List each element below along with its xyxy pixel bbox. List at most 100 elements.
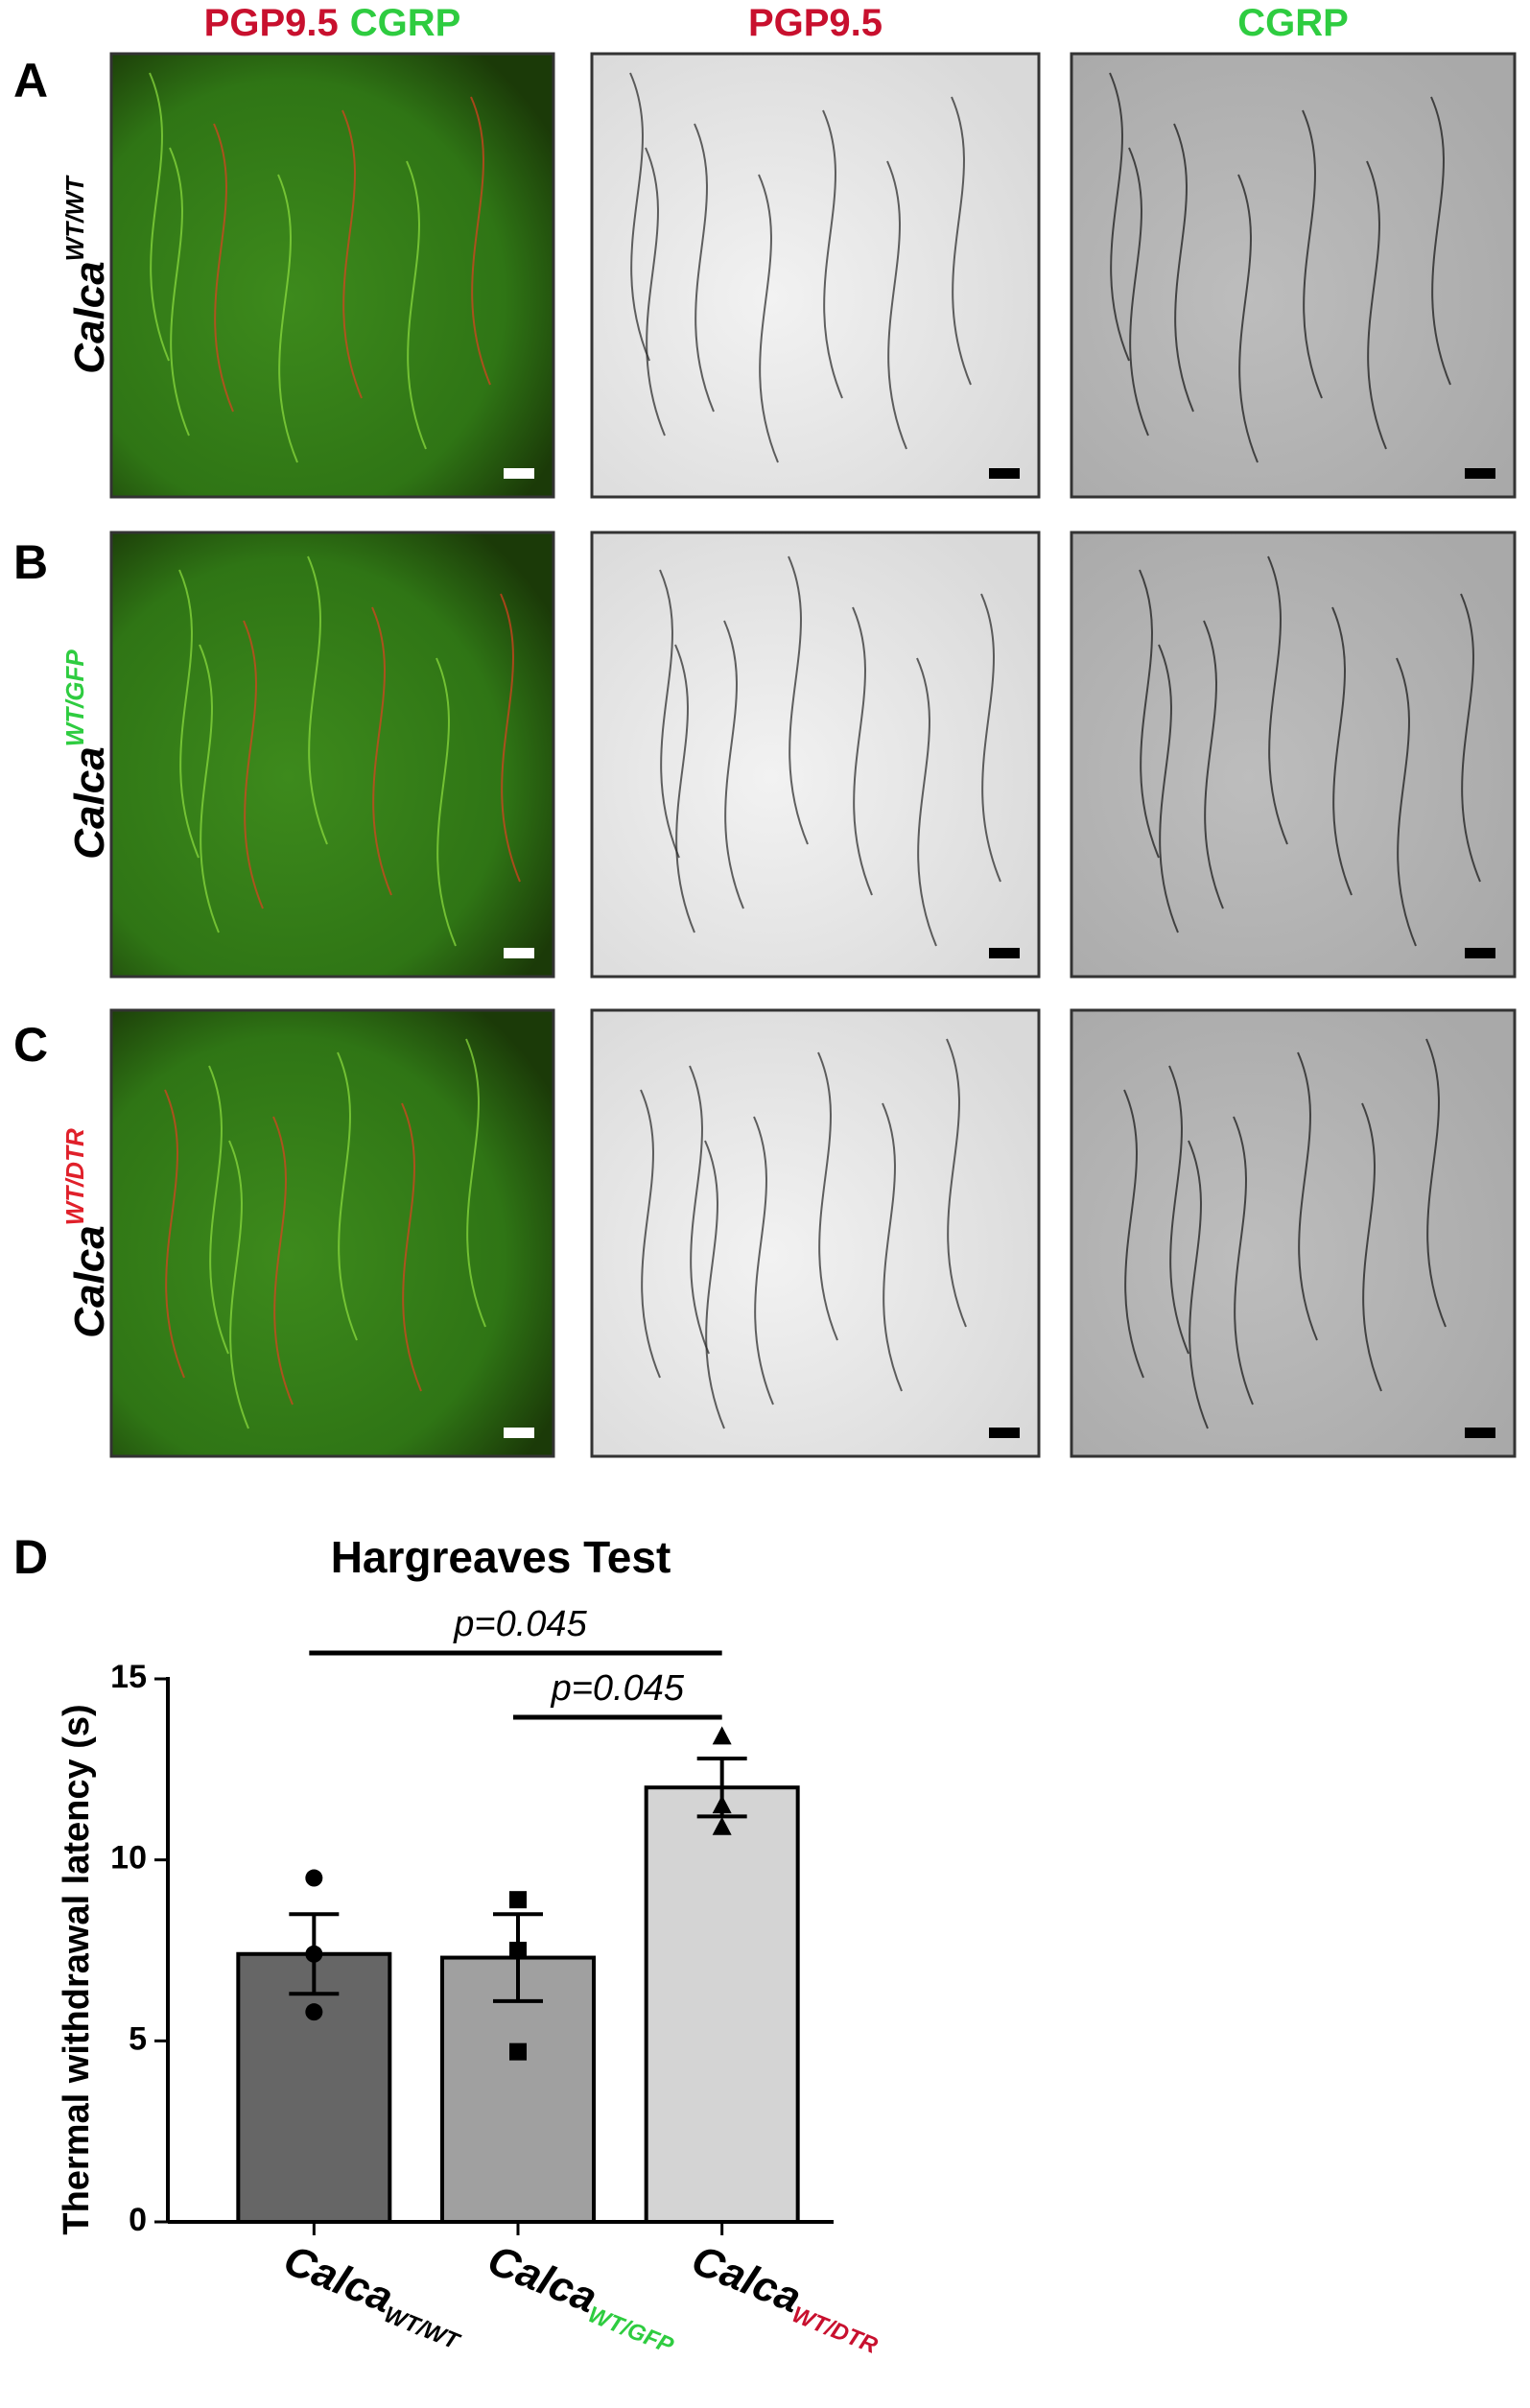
fibre	[951, 96, 972, 386]
fibre	[640, 1089, 661, 1379]
x-tick-label-sup: WT/GFP	[584, 2302, 678, 2359]
micrograph	[590, 531, 1041, 979]
column-header: PGP9.5	[748, 2, 883, 44]
y-tick-label: 0	[129, 2202, 147, 2238]
fibre	[1237, 174, 1259, 463]
row-label: CalcaWT/GFP	[60, 649, 113, 860]
column-header-part: PGP9.5	[748, 2, 883, 44]
fibre	[341, 109, 363, 399]
image-frame	[1070, 52, 1517, 499]
panel-label: B	[13, 535, 48, 589]
scale-bar	[504, 1428, 534, 1438]
fibre	[822, 109, 843, 399]
fibre	[1366, 160, 1387, 450]
x-tick-label-base: Calca	[277, 2236, 399, 2322]
x-tick-label-sup: WT/WT	[380, 2302, 464, 2355]
image-frame	[590, 1008, 1041, 1458]
micrograph	[1070, 1008, 1517, 1458]
fibre	[164, 1089, 185, 1379]
data-point	[305, 1869, 323, 1887]
row-label-base: Calca	[66, 1225, 113, 1337]
fibre	[788, 555, 809, 845]
fibre	[704, 1140, 725, 1429]
fibre	[243, 620, 264, 909]
row-label: CalcaWT/DTR	[60, 1128, 113, 1338]
data-point	[305, 2003, 323, 2021]
row-label: CalcaWT/WT	[60, 175, 113, 374]
image-frame	[109, 52, 555, 499]
y-axis-label: Thermal withdrawal latency (s)	[57, 1704, 97, 2234]
fibre	[1396, 657, 1417, 947]
data-point	[509, 1891, 527, 1909]
fibre	[277, 174, 298, 463]
fibre	[817, 1051, 838, 1341]
column-header: PGP9.5 CGRP	[204, 2, 461, 44]
fibre	[208, 1065, 229, 1355]
x-tick-label-base: Calca	[482, 2236, 603, 2322]
micrograph	[109, 52, 555, 499]
bar	[644, 1785, 800, 2224]
fibre	[1109, 72, 1130, 362]
x-tick-label: CalcaWT/DTR	[684, 2236, 891, 2360]
fibre	[852, 606, 873, 896]
data-point	[712, 1795, 732, 1814]
fibre	[307, 555, 328, 845]
fibre	[199, 644, 220, 933]
data-point	[509, 1942, 527, 1959]
data-point	[305, 1945, 323, 1963]
micrograph	[109, 531, 555, 979]
column-header-part: CGRP	[350, 2, 461, 44]
row-label-sup: WT/WT	[60, 175, 89, 261]
column-header: CGRP	[1237, 2, 1349, 44]
fibre	[1302, 109, 1323, 399]
fibre	[406, 160, 427, 450]
panel-label: D	[13, 1530, 48, 1584]
fibre	[758, 174, 779, 463]
fibre	[659, 569, 680, 859]
fibre	[629, 72, 650, 362]
fibre	[435, 657, 457, 947]
fibre	[1267, 555, 1288, 845]
micrograph	[1070, 531, 1517, 979]
chart-title: Hargreaves Test	[331, 1532, 671, 1582]
fibre	[946, 1038, 967, 1328]
y-tick-label: 5	[129, 2020, 147, 2057]
fibre	[1425, 1038, 1447, 1328]
fibre	[228, 1140, 249, 1429]
fibre	[272, 1116, 294, 1405]
fibre	[1430, 96, 1451, 386]
fibre	[886, 160, 907, 450]
fibre	[1297, 1051, 1318, 1341]
x-tick-label-sup: WT/DTR	[789, 2302, 882, 2359]
column-header-part: PGP9.5	[204, 2, 339, 44]
scale-bar	[989, 1428, 1020, 1438]
data-point	[712, 1816, 732, 1835]
fibre	[401, 1102, 422, 1392]
fibre	[723, 620, 744, 909]
fibre	[465, 1038, 486, 1328]
row-label-sup: WT/DTR	[60, 1128, 89, 1225]
bar	[236, 1951, 392, 2224]
fibre	[1173, 123, 1194, 413]
y-tick-label: 15	[110, 1659, 147, 1695]
image-frame	[1070, 1008, 1517, 1458]
fibre	[213, 123, 234, 413]
micrograph	[1070, 52, 1517, 499]
fibre	[1139, 569, 1160, 859]
scale-bar	[504, 948, 534, 958]
fibre	[1188, 1140, 1209, 1429]
fibre	[674, 644, 695, 933]
fibre	[1361, 1102, 1382, 1392]
image-frame	[109, 531, 555, 979]
image-frame	[590, 52, 1041, 499]
scale-bar	[1465, 948, 1495, 958]
micrograph	[109, 1008, 555, 1458]
panel-label: A	[13, 54, 48, 107]
fibre	[178, 569, 200, 859]
micrograph	[590, 1008, 1041, 1458]
y-tick-label: 10	[110, 1840, 147, 1877]
fibre	[1123, 1089, 1144, 1379]
fibre	[500, 593, 521, 883]
scale-bar	[504, 468, 534, 479]
